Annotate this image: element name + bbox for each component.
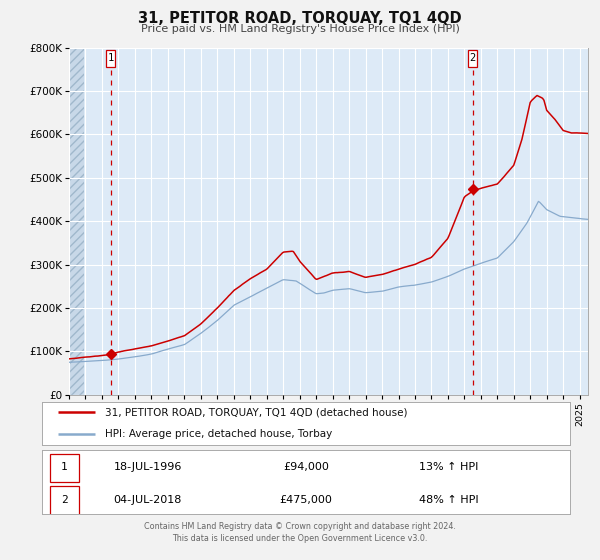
Text: 48% ↑ HPI: 48% ↑ HPI xyxy=(419,495,478,505)
Text: 31, PETITOR ROAD, TORQUAY, TQ1 4QD (detached house): 31, PETITOR ROAD, TORQUAY, TQ1 4QD (deta… xyxy=(106,408,408,417)
Text: Contains HM Land Registry data © Crown copyright and database right 2024.
This d: Contains HM Land Registry data © Crown c… xyxy=(144,522,456,543)
FancyBboxPatch shape xyxy=(106,50,115,67)
Bar xyxy=(69,48,84,395)
Text: Price paid vs. HM Land Registry's House Price Index (HPI): Price paid vs. HM Land Registry's House … xyxy=(140,24,460,34)
FancyBboxPatch shape xyxy=(469,50,478,67)
Text: 04-JUL-2018: 04-JUL-2018 xyxy=(113,495,182,505)
Text: HPI: Average price, detached house, Torbay: HPI: Average price, detached house, Torb… xyxy=(106,430,332,439)
Text: 31, PETITOR ROAD, TORQUAY, TQ1 4QD: 31, PETITOR ROAD, TORQUAY, TQ1 4QD xyxy=(138,11,462,26)
Text: 13% ↑ HPI: 13% ↑ HPI xyxy=(419,462,478,472)
Text: £94,000: £94,000 xyxy=(283,462,329,472)
Text: 2: 2 xyxy=(61,495,68,505)
Text: 18-JUL-1996: 18-JUL-1996 xyxy=(113,462,182,472)
Text: £475,000: £475,000 xyxy=(280,495,332,505)
Text: 1: 1 xyxy=(61,462,68,472)
Text: 2: 2 xyxy=(470,53,476,63)
FancyBboxPatch shape xyxy=(50,487,79,515)
Text: 1: 1 xyxy=(108,53,114,63)
FancyBboxPatch shape xyxy=(50,454,79,482)
